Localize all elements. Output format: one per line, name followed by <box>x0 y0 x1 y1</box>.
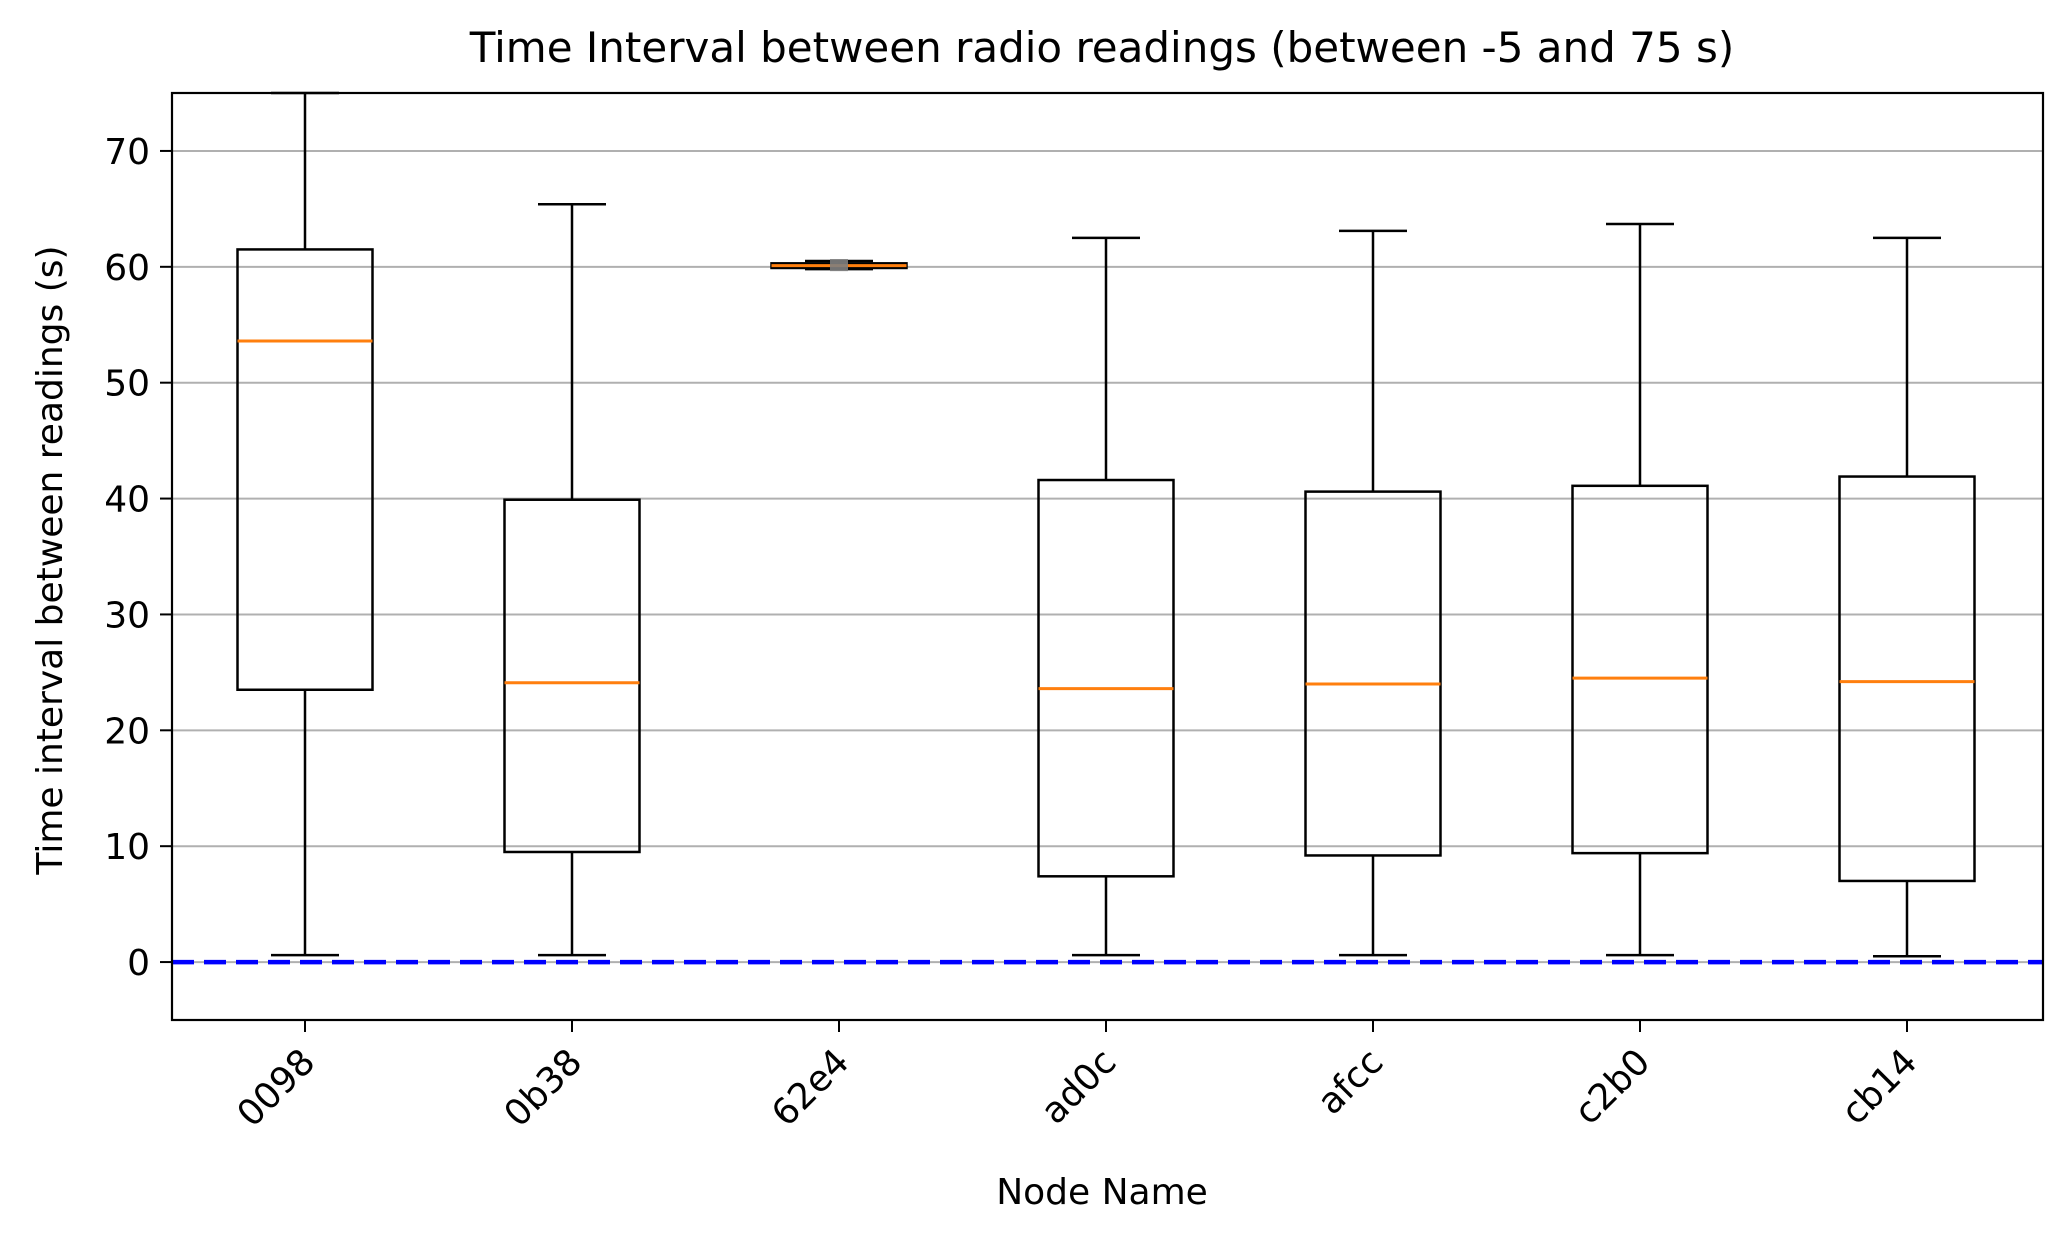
box-ad0c <box>1037 236 1175 957</box>
grid-lines <box>172 149 2043 964</box>
plot-frame <box>170 91 2045 1022</box>
y-tick-label: 30 <box>104 595 150 636</box>
y-tick-label: 20 <box>104 711 150 752</box>
y-axis-ticks: 0 10 20 30 40 50 60 70 <box>104 132 172 984</box>
iqr-box <box>236 248 374 692</box>
y-tick-label: 0 <box>127 943 150 984</box>
box-62e4 <box>770 259 908 272</box>
box-afcc <box>1304 229 1442 957</box>
outlier-cluster <box>830 259 848 272</box>
iqr-box <box>1838 475 1976 883</box>
iqr-box <box>1571 484 1709 855</box>
box-0b38 <box>503 202 641 957</box>
x-axis-label: Node Name <box>996 1172 1208 1213</box>
iqr-box <box>1037 478 1175 878</box>
iqr-box <box>503 498 641 854</box>
box-cb14 <box>1838 236 1976 958</box>
y-tick-label: 10 <box>104 827 150 868</box>
box-0098 <box>236 91 374 957</box>
y-tick-label: 50 <box>104 364 150 405</box>
box-c2b0 <box>1571 222 1709 957</box>
iqr-box <box>1304 490 1442 857</box>
y-tick-label: 60 <box>104 248 150 289</box>
chart-title: Time Interval between radio readings (be… <box>469 23 1734 72</box>
y-tick-label: 40 <box>104 480 150 521</box>
y-axis-label: Time interval between readings (s) <box>30 245 71 875</box>
y-tick-label: 70 <box>104 132 150 173</box>
boxes-group <box>236 91 1976 958</box>
